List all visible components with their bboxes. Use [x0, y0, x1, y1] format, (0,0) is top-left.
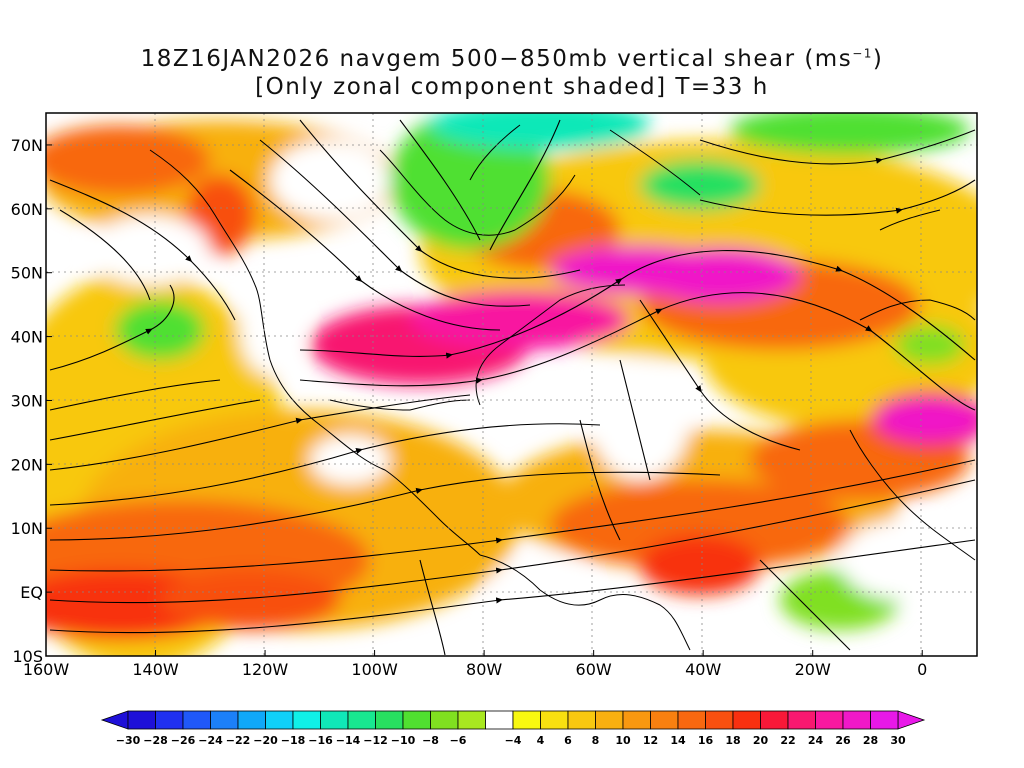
- lon-tick-label: 40W: [685, 660, 721, 679]
- colorbar-swatch: [292, 710, 321, 730]
- colorbar-level-label: 4: [537, 734, 545, 747]
- colorbar-level-label: 30: [890, 734, 906, 747]
- colorbar-level-label: −18: [281, 734, 306, 747]
- lon-tick-label: 140W: [132, 660, 179, 679]
- colorbar-swatch: [320, 710, 349, 730]
- colorbar-swatch: [650, 710, 679, 730]
- colorbar-level-label: 26: [835, 734, 851, 747]
- colorbar-swatch: [512, 710, 541, 730]
- colorbar-level-label: −16: [308, 734, 333, 747]
- colorbar-swatch: [485, 710, 514, 730]
- colorbar-level-label: −28: [143, 734, 168, 747]
- colorbar-level-label: −14: [336, 734, 361, 747]
- shear-shading: [46, 113, 977, 656]
- map-area: [46, 113, 977, 656]
- colorbar-level-label: −12: [363, 734, 388, 747]
- colorbar-swatch: [237, 710, 266, 730]
- colorbar-swatch: [595, 710, 624, 730]
- colorbar-min-arrow: [100, 710, 129, 730]
- colorbar-swatch: [760, 710, 789, 730]
- colorbar-level-label: 6: [564, 734, 572, 747]
- colorbar-level-label: 14: [670, 734, 686, 747]
- chart-title-line1: 18Z16JAN2026 navgem 500−850mb vertical s…: [140, 46, 884, 72]
- colorbar-level-label: 12: [643, 734, 658, 747]
- lat-tick-label: 10S: [12, 647, 43, 666]
- lon-tick-label: 20W: [795, 660, 831, 679]
- lon-tick-label: 0: [917, 660, 927, 679]
- longitude-axis: 160W 140W 120W 100W 80W 60W 40W 20W 0: [23, 650, 927, 679]
- colorbar-swatch: [732, 710, 761, 730]
- colorbar-level-label: −10: [391, 734, 416, 747]
- streamlines: [49, 119, 976, 656]
- lat-tick-label: 50N: [11, 264, 43, 283]
- colorbar-swatch: [540, 710, 569, 730]
- lon-tick-label: 80W: [466, 660, 502, 679]
- colorbar-level-label: −4: [505, 734, 522, 747]
- colorbar-swatch: [677, 710, 706, 730]
- map-frame: [45, 112, 978, 657]
- chart-title-line2: [Only zonal component shaded] T=33 h: [255, 74, 769, 100]
- lat-tick-label: 20N: [11, 455, 43, 474]
- colorbar: −30 −28 −26 −24 −22 −20 −18 −16 −14 −12 −10 −8 −6 −4 4…: [100, 710, 926, 747]
- colorbar-level-label: 24: [808, 734, 824, 747]
- colorbar-swatch: [787, 710, 816, 730]
- colorbar-level-label: −30: [116, 734, 141, 747]
- colorbar-swatch: [155, 710, 184, 730]
- colorbar-level-label: −22: [226, 734, 251, 747]
- lon-tick-label: 60W: [576, 660, 612, 679]
- colorbar-max-arrow: [897, 710, 926, 730]
- lat-tick-label: EQ: [20, 583, 43, 602]
- lat-tick-label: 10N: [11, 519, 43, 538]
- colorbar-swatch: [127, 710, 156, 730]
- colorbar-level-label: 8: [592, 734, 600, 747]
- colorbar-swatch: [622, 710, 651, 730]
- colorbar-level-label: 28: [863, 734, 878, 747]
- colorbar-swatch: [182, 710, 211, 730]
- colorbar-level-label: 22: [780, 734, 795, 747]
- colorbar-swatch: [402, 710, 431, 730]
- lat-tick-label: 30N: [11, 391, 43, 410]
- colorbar-swatch: [842, 710, 871, 730]
- lat-tick-label: 40N: [11, 328, 43, 347]
- colorbar-level-label: 20: [753, 734, 769, 747]
- colorbar-swatch: [815, 710, 844, 730]
- colorbar-level-label: 16: [698, 734, 714, 747]
- colorbar-swatch: [705, 710, 734, 730]
- colorbar-swatch: [375, 710, 404, 730]
- colorbar-level-label: −8: [422, 734, 439, 747]
- lat-tick-label: 70N: [11, 136, 43, 155]
- latitude-axis: 70N 60N 50N 40N 30N 20N 10N EQ 10S: [11, 136, 52, 666]
- colorbar-level-label: 18: [725, 734, 740, 747]
- colorbar-level-label: −20: [253, 734, 278, 747]
- colorbar-level-label: −6: [450, 734, 467, 747]
- colorbar-swatch: [870, 710, 899, 730]
- colorbar-swatch: [457, 710, 486, 730]
- colorbar-swatch: [210, 710, 239, 730]
- colorbar-level-label: −26: [171, 734, 196, 747]
- lat-tick-label: 60N: [11, 200, 43, 219]
- colorbar-swatch: [567, 710, 596, 730]
- colorbar-level-label: 10: [615, 734, 631, 747]
- colorbar-swatch: [347, 710, 376, 730]
- lon-tick-label: 120W: [242, 660, 289, 679]
- lon-tick-label: 160W: [23, 660, 70, 679]
- colorbar-level-label: −24: [198, 734, 223, 747]
- lon-tick-label: 100W: [351, 660, 398, 679]
- colorbar-swatch: [265, 710, 294, 730]
- colorbar-swatch: [430, 710, 459, 730]
